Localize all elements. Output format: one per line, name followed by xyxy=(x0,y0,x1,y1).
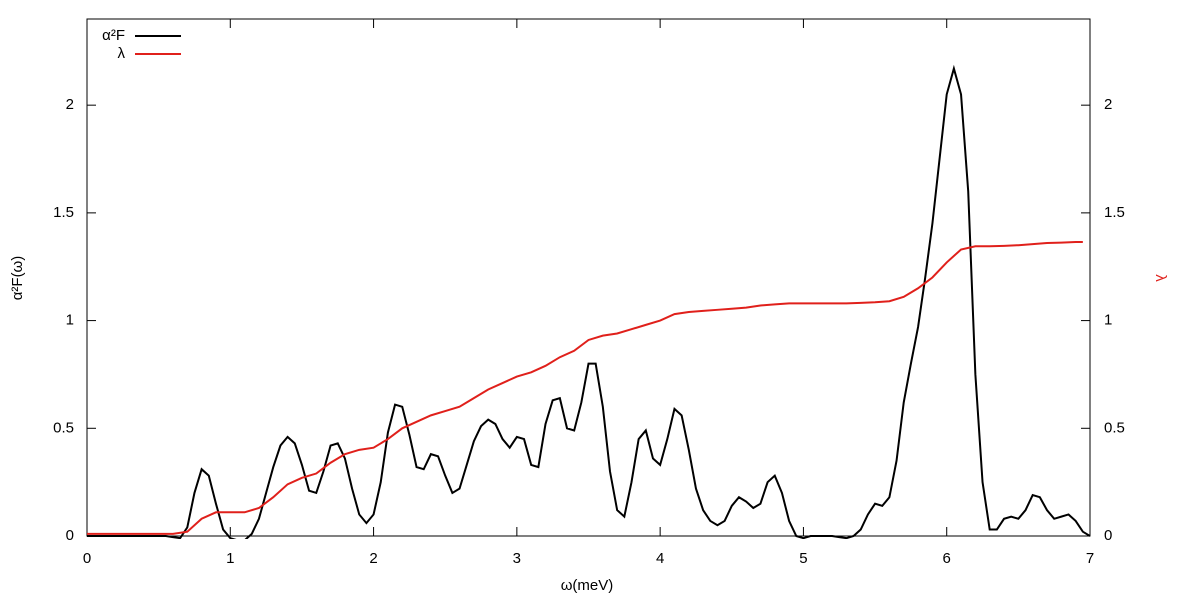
x-tick-label: 5 xyxy=(799,550,807,567)
y2-tick-label: 1.5 xyxy=(1104,204,1125,221)
series-line xyxy=(87,64,1090,539)
y2-axis-label: λ xyxy=(1152,274,1169,282)
y-tick-label: 0.5 xyxy=(53,419,74,436)
plot-frame xyxy=(86,18,1091,537)
y2-tick-label: 1 xyxy=(1104,312,1112,329)
x-tick-label: 1 xyxy=(226,550,234,567)
x-tick-label: 7 xyxy=(1086,550,1094,567)
series-line xyxy=(87,240,1083,535)
y-tick-label: 0 xyxy=(66,527,74,544)
y-axis-label: α²F(ω) xyxy=(9,256,26,301)
x-axis-label: ω(meV) xyxy=(561,577,614,594)
x-tick-label: 0 xyxy=(83,550,91,567)
y-tick-label: 2 xyxy=(66,96,74,113)
legend-label: λ xyxy=(118,45,126,62)
x-tick-label: 6 xyxy=(943,550,951,567)
x-tick-label: 3 xyxy=(513,550,521,567)
x-tick-label: 4 xyxy=(656,550,664,567)
y-tick-label: 1.5 xyxy=(53,204,74,221)
y2-tick-label: 0 xyxy=(1104,527,1112,544)
y-tick-label: 1 xyxy=(66,312,74,329)
y2-tick-label: 2 xyxy=(1104,96,1112,113)
y2-tick-label: 0.5 xyxy=(1104,419,1125,436)
x-tick-label: 2 xyxy=(369,550,377,567)
legend-label: α²F xyxy=(102,27,125,44)
